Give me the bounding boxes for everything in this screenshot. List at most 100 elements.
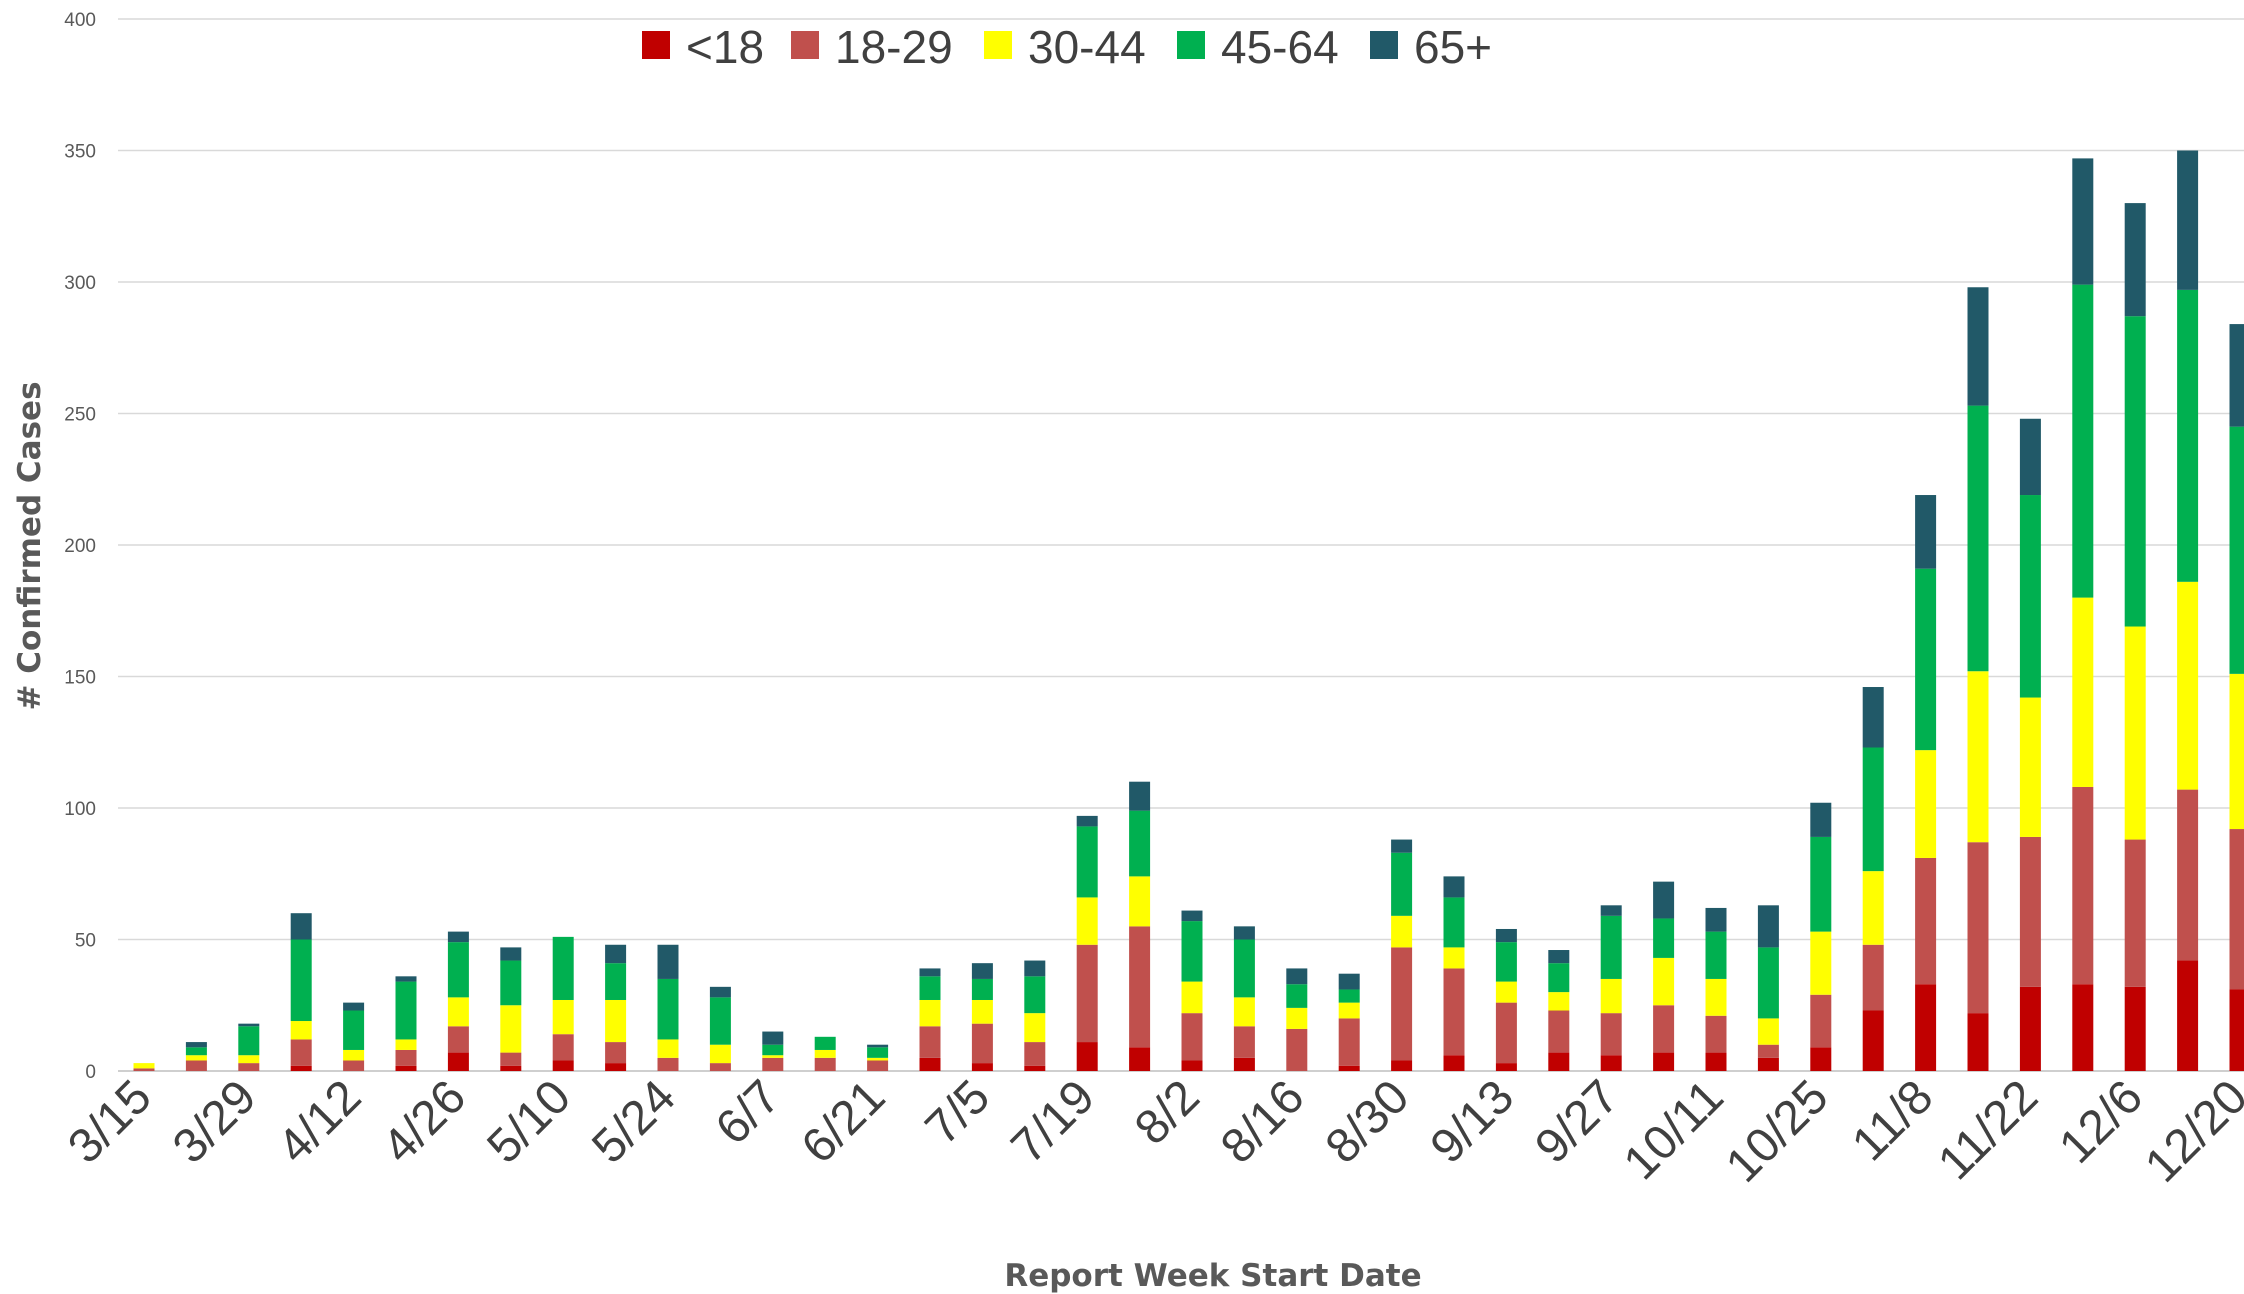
bar-segment-1829-4-12: [343, 1060, 365, 1071]
bar-segment-3044-9-20: [1548, 992, 1570, 1011]
bar-segment-18-10-18: [1757, 1057, 1779, 1071]
bar-segment-4564-4-12: [343, 1010, 365, 1050]
x-tick-label: 7/5: [916, 1070, 1001, 1155]
bar-segment-4564-5-17: [605, 963, 627, 1000]
bar-segment-4564-6-14: [814, 1036, 836, 1050]
bar-segment-3044-10-11: [1705, 978, 1727, 1016]
bar-segment-1829-3-15: [133, 1068, 155, 1071]
x-tick-label: 5/10: [477, 1070, 581, 1174]
bar-segment-3044-10-18: [1757, 1018, 1779, 1045]
bar-segment-1829-11-15: [1967, 842, 1989, 1014]
bar-segment-1829-5-24: [657, 1057, 679, 1071]
bar-segment-1829-11-1: [1862, 944, 1884, 1011]
legend-swatch: [1370, 31, 1398, 59]
bar-segment-3044-5-24: [657, 1039, 679, 1058]
bar-segment-4564-4-19: [395, 981, 417, 1040]
bar-segment-4564-10-18: [1757, 947, 1779, 1019]
bar-segment-65-9-13: [1495, 928, 1517, 943]
bar-segment-65-5-24: [657, 944, 679, 979]
bar-segment-18-9-6: [1443, 1055, 1465, 1071]
bar-segment-65-9-27: [1600, 905, 1622, 916]
bar-segment-3044-4-26: [447, 997, 469, 1027]
bar-segment-1829-7-26: [1129, 926, 1151, 1048]
bar-segment-65-5-3: [500, 947, 522, 961]
bar-segment-18-10-4: [1653, 1052, 1675, 1071]
bar-segment-4564-4-5: [290, 939, 312, 1022]
bar-segment-1829-12-6: [2124, 839, 2146, 987]
bar-segment-3044-9-27: [1600, 978, 1622, 1014]
bar-segment-4564-8-16: [1286, 984, 1308, 1008]
bar-segment-18-8-9: [1233, 1057, 1255, 1071]
bar-segment-18-10-25: [1810, 1047, 1832, 1071]
bar-segment-4564-9-20: [1548, 963, 1570, 993]
bar-segment-3044-10-4: [1653, 957, 1675, 1006]
bar-segment-1829-11-22: [2019, 836, 2041, 987]
bar-segment-4564-3-22: [185, 1047, 207, 1056]
bar-segment-1829-10-25: [1810, 994, 1832, 1048]
bar-segment-65-5-17: [605, 944, 627, 964]
bar-segment-65-6-7: [762, 1031, 784, 1045]
bar-segment-4564-4-26: [447, 942, 469, 998]
bar-segment-18-11-8: [1915, 984, 1937, 1071]
bar-segment-65-4-12: [343, 1002, 365, 1011]
bar-segment-1829-8-23: [1338, 1018, 1360, 1066]
bar-segment-65-6-21: [867, 1044, 889, 1048]
bar-segment-65-7-19: [1076, 815, 1098, 827]
x-tick-label: 12/20: [2135, 1070, 2244, 1192]
bar-segment-18-12-6: [2124, 986, 2146, 1071]
bar-segment-3044-4-5: [290, 1021, 312, 1040]
bar-segment-4564-5-31: [709, 997, 731, 1045]
bar-segment-3044-6-14: [814, 1049, 836, 1058]
bar-segment-1829-4-26: [447, 1026, 469, 1053]
bar-segment-4564-5-3: [500, 960, 522, 1006]
bar-segment-18-9-13: [1495, 1063, 1517, 1071]
bar-segment-18-7-19: [1076, 1042, 1098, 1071]
bar-segment-1829-8-2: [1181, 1013, 1203, 1061]
bar-segment-1829-12-20: [2229, 829, 2244, 990]
x-tick-label: 11/8: [1842, 1070, 1943, 1171]
bar-segment-1829-3-22: [185, 1060, 207, 1071]
bar-segment-65-4-19: [395, 976, 417, 982]
bar-segment-4564-7-26: [1129, 810, 1151, 877]
bar-segment-18-7-12: [1024, 1065, 1046, 1071]
x-tick-label: 8/2: [1125, 1070, 1210, 1155]
y-tick-label: 0: [85, 1062, 96, 1083]
bar-segment-65-10-25: [1810, 802, 1832, 837]
bar-segment-65-11-15: [1967, 287, 1989, 406]
bar-segment-3044-10-25: [1810, 931, 1832, 995]
bar-segment-4564-8-9: [1233, 939, 1255, 998]
bar-segment-65-4-5: [290, 913, 312, 940]
bar-segment-4564-7-5: [971, 978, 993, 1000]
bar-segment-1829-10-11: [1705, 1015, 1727, 1053]
bar-segment-1829-7-5: [971, 1023, 993, 1064]
bar-segment-1829-6-7: [762, 1057, 784, 1071]
bar-segment-1829-9-6: [1443, 968, 1465, 1056]
bar-segment-4564-9-6: [1443, 897, 1465, 948]
bar-segment-3044-4-12: [343, 1049, 365, 1061]
bar-segment-65-10-4: [1653, 881, 1675, 919]
bar-segment-18-8-2: [1181, 1060, 1203, 1071]
bar-segment-18-6-28: [919, 1057, 941, 1071]
bar-segment-3044-11-29: [2072, 597, 2094, 787]
bar-segment-1829-9-27: [1600, 1013, 1622, 1056]
y-tick-label: 200: [64, 536, 96, 557]
y-tick-label: 350: [64, 142, 96, 163]
bar-segment-65-11-1: [1862, 687, 1884, 748]
bar-segment-65-11-29: [2072, 158, 2094, 285]
gridlines: [118, 18, 2244, 1072]
bar-segment-3044-5-3: [500, 1005, 522, 1053]
bar-segment-4564-5-10: [552, 936, 574, 1000]
bar-segment-1829-4-5: [290, 1039, 312, 1066]
bar-segment-18-5-10: [552, 1060, 574, 1071]
bar-segment-18-8-30: [1391, 1060, 1413, 1071]
legend-swatch: [1177, 31, 1205, 59]
bar-segment-1829-5-31: [709, 1063, 731, 1071]
bar-segment-65-12-6: [2124, 203, 2146, 317]
bar-segment-18-8-23: [1338, 1065, 1360, 1071]
bar-segment-65-5-31: [709, 986, 731, 998]
bar-segment-3044-3-15: [133, 1063, 155, 1069]
bar-segment-3044-12-20: [2229, 673, 2244, 830]
bar-segment-18-10-11: [1705, 1052, 1727, 1071]
y-axis-ticks: 0 50 100 150 200 250 300 350 400: [64, 10, 96, 1083]
